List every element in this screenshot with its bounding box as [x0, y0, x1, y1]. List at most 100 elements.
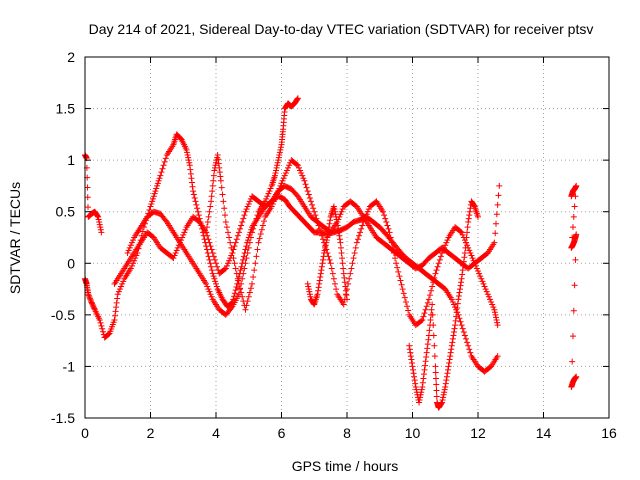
data-point-marker [217, 177, 224, 184]
data-point-marker [190, 191, 197, 198]
data-point-marker [338, 249, 345, 256]
data-point-marker [425, 336, 432, 343]
data-point-marker [247, 234, 254, 241]
data-point-marker [466, 212, 473, 219]
x-tick-label: 2 [147, 425, 155, 441]
data-point-marker [189, 183, 196, 190]
data-point-marker [252, 260, 259, 267]
data-point-marker [423, 303, 430, 310]
data-point-marker [158, 169, 165, 176]
data-point-marker [162, 155, 169, 162]
data-point-marker [444, 237, 451, 244]
data-point-marker [409, 363, 416, 370]
data-point-marker [242, 208, 249, 215]
data-point-marker [326, 256, 333, 263]
data-point-marker [445, 363, 452, 370]
data-point-marker [430, 279, 437, 286]
data-point-marker [312, 212, 319, 219]
data-point-marker [457, 228, 464, 235]
data-point-marker [462, 244, 469, 251]
data-point-marker [221, 205, 228, 212]
data-point-marker [314, 291, 321, 298]
data-point-marker [278, 180, 285, 187]
data-point-marker [321, 247, 328, 254]
data-point-marker [354, 236, 361, 243]
data-point-marker [467, 249, 474, 256]
data-point-marker [442, 384, 449, 391]
data-point-marker [339, 255, 346, 262]
data-point-marker [422, 362, 429, 369]
data-point-marker [459, 271, 466, 278]
data-point-marker [309, 201, 316, 208]
data-point-marker [340, 270, 347, 277]
data-point-marker [396, 273, 403, 280]
data-point-marker [356, 232, 363, 239]
data-point-marker [240, 256, 247, 263]
data-point-marker [152, 188, 159, 195]
data-point-marker [494, 319, 501, 326]
data-point-marker [305, 283, 312, 290]
data-point-marker [338, 208, 345, 215]
data-point-marker [454, 300, 461, 307]
data-point-marker [115, 288, 122, 295]
data-point-marker [465, 215, 472, 222]
data-point-marker [413, 386, 420, 393]
data-point-marker [394, 264, 401, 271]
data-point-marker [341, 279, 348, 286]
data-point-marker [570, 213, 577, 220]
data-point-marker [466, 208, 473, 215]
data-point-marker [459, 325, 466, 332]
data-point-marker [255, 239, 262, 246]
data-point-marker [175, 242, 182, 249]
data-point-marker [570, 307, 577, 314]
data-point-marker [264, 193, 271, 200]
data-point-marker [457, 318, 464, 325]
data-point-marker [192, 198, 199, 205]
data-point-marker [473, 265, 480, 272]
data-point-marker [432, 363, 439, 370]
data-point-marker [146, 206, 153, 213]
data-point-marker [242, 260, 249, 267]
data-point-marker [491, 306, 498, 313]
data-point-marker [416, 396, 423, 403]
data-point-marker [425, 296, 432, 303]
data-point-marker [259, 222, 266, 229]
data-point-marker [207, 291, 214, 298]
data-point-marker [86, 293, 93, 300]
data-point-marker [98, 322, 105, 329]
grid-lines [85, 57, 609, 418]
data-point-marker [343, 292, 350, 299]
data-point-marker [493, 220, 500, 227]
data-point-marker [491, 309, 498, 316]
data-point-marker [494, 322, 501, 329]
data-point-marker [334, 219, 341, 226]
data-point-marker [468, 252, 475, 259]
data-point-marker [571, 282, 578, 289]
data-point-marker [460, 262, 467, 269]
data-point-marker [208, 263, 215, 270]
data-point-marker [251, 222, 258, 229]
data-point-marker [251, 267, 258, 274]
data-point-marker [420, 371, 427, 378]
data-point-marker [263, 195, 270, 202]
data-point-marker [97, 224, 104, 231]
data-point-marker [406, 342, 413, 349]
data-point-marker [216, 164, 223, 171]
data-point-marker [304, 188, 311, 195]
data-point-marker [462, 239, 469, 246]
data-point-marker [271, 172, 278, 179]
data-point-marker [238, 263, 245, 270]
data-point-marker [207, 260, 214, 267]
data-point-marker [477, 273, 484, 280]
data-point-marker [444, 366, 451, 373]
data-point-marker [239, 293, 246, 300]
data-point-marker [155, 177, 162, 184]
data-point-marker [418, 389, 425, 396]
data-point-marker [205, 213, 212, 220]
data-point-marker [111, 317, 118, 324]
data-point-marker [459, 267, 466, 274]
data-point-marker [97, 226, 104, 233]
data-point-marker [307, 198, 314, 205]
data-point-marker [494, 201, 501, 208]
data-point-marker [572, 256, 579, 263]
